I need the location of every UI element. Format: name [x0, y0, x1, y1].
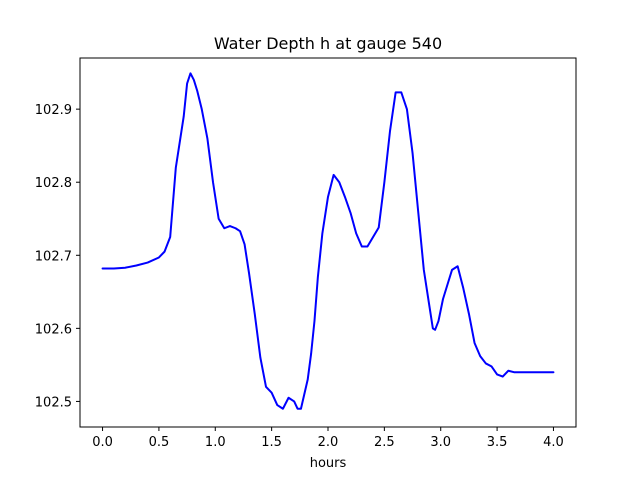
x-tick-label: 2.5: [374, 435, 395, 450]
y-tick-label: 102.5: [35, 395, 72, 410]
x-axis: 0.0 0.5 1.0 1.5 2.0 2.5 3.0 3.5 4.0: [92, 427, 564, 450]
y-axis: 102.5 102.6 102.7 102.8 102.9: [35, 103, 80, 410]
x-tick-label: 0.5: [149, 435, 170, 450]
y-tick-label: 102.8: [35, 176, 72, 191]
x-tick-label: 3.0: [430, 435, 451, 450]
x-tick-label: 3.5: [487, 435, 508, 450]
y-tick-label: 102.9: [35, 103, 72, 118]
x-tick-label: 0.0: [92, 435, 113, 450]
chart-title: Water Depth h at gauge 540: [214, 34, 442, 53]
y-tick-label: 102.6: [35, 322, 72, 337]
x-axis-label: hours: [310, 456, 347, 471]
y-tick-label: 102.7: [35, 249, 72, 264]
x-tick-label: 4.0: [543, 435, 564, 450]
x-tick-label: 1.5: [261, 435, 282, 450]
x-tick-label: 2.0: [318, 435, 339, 450]
plot-frame: [79, 57, 577, 428]
series-line-water-depth: [101, 72, 555, 410]
x-tick-label: 1.0: [205, 435, 226, 450]
